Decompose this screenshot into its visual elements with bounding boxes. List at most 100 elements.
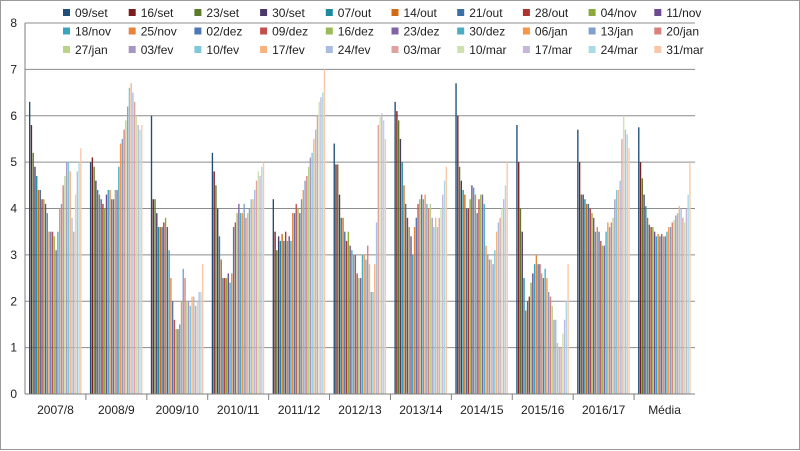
bar [638, 127, 640, 394]
legend-swatch [194, 46, 202, 53]
bar [624, 129, 627, 394]
x-tick-label: Média [648, 403, 681, 417]
bar [335, 164, 337, 394]
bar [555, 319, 557, 394]
bar [436, 227, 439, 394]
legend-swatch [654, 9, 662, 16]
bar [193, 296, 195, 394]
bar [607, 222, 609, 394]
bar [279, 240, 282, 394]
legend-item: 09/dez [260, 25, 308, 39]
bar [382, 120, 385, 394]
bar [184, 278, 186, 394]
bar [220, 259, 222, 394]
legend-item: 10/mar [457, 43, 507, 57]
bar [539, 264, 541, 394]
bar [293, 213, 296, 394]
y-tick-label: 0 [10, 387, 17, 401]
bar [211, 152, 214, 394]
bar [394, 101, 396, 394]
legend-swatch [457, 9, 465, 16]
bar [340, 217, 342, 394]
bar [525, 310, 527, 394]
bar [675, 215, 677, 394]
bar [347, 231, 350, 394]
bar [518, 162, 520, 395]
bar [464, 194, 466, 394]
bar [227, 273, 229, 394]
bar [653, 231, 656, 394]
bar [502, 199, 505, 394]
bar [187, 301, 190, 394]
bar [594, 231, 597, 394]
bar [406, 217, 409, 394]
legend-label: 09/dez [272, 25, 308, 39]
bar [685, 208, 688, 394]
bar [236, 213, 238, 394]
bar [478, 199, 480, 394]
legend-item: 07/out [325, 6, 372, 20]
bar [526, 301, 529, 394]
legend-swatch [325, 46, 333, 53]
bar [252, 199, 254, 394]
bar [96, 189, 99, 394]
bar [639, 162, 642, 395]
legend-label: 06/jan [535, 25, 568, 39]
bar [241, 213, 244, 394]
bar [261, 166, 263, 394]
bar [309, 157, 312, 394]
bar [62, 185, 64, 394]
bar [257, 171, 259, 394]
bar [224, 278, 226, 394]
bar [34, 166, 36, 394]
y-tick-label: 6 [10, 109, 17, 123]
bar [403, 185, 405, 394]
bar [621, 138, 623, 394]
bar [248, 208, 251, 394]
bar [427, 208, 430, 394]
legend-swatch [194, 27, 202, 35]
bar [530, 282, 532, 394]
bar [333, 143, 335, 394]
legend-item: 21/out [457, 6, 503, 20]
bar [150, 115, 153, 394]
bar [360, 278, 362, 394]
bar [283, 240, 285, 394]
bar [415, 217, 417, 394]
bar [215, 185, 217, 394]
legend-item: 17/mar [522, 43, 572, 57]
y-tick-label: 4 [10, 202, 17, 216]
legend-item: 10/fev [194, 43, 239, 57]
bar [50, 231, 52, 394]
bar [89, 162, 92, 395]
bar [93, 166, 95, 394]
bar [177, 329, 179, 394]
bar [41, 199, 43, 394]
bar [687, 194, 689, 394]
legend-item: 13/jan [588, 25, 633, 39]
bar [600, 240, 602, 394]
legend-label: 17/mar [535, 43, 572, 57]
bar [584, 199, 586, 394]
bar [521, 231, 523, 394]
bar [161, 227, 163, 394]
bar [186, 301, 188, 394]
legend-item: 06/jan [522, 25, 568, 39]
bar [429, 203, 432, 394]
legend-label: 02/dez [206, 25, 242, 39]
bar [365, 259, 367, 394]
bar [276, 250, 278, 394]
bar [288, 236, 290, 394]
bar [377, 125, 379, 394]
bar [397, 120, 400, 394]
bar [102, 203, 104, 394]
legend-item: 03/fev [128, 43, 173, 57]
legend-item: 04/nov [588, 6, 637, 20]
legend-swatch [194, 9, 202, 16]
bar [455, 83, 457, 394]
bar [580, 194, 583, 394]
x-tick-label: 2012/13 [338, 403, 382, 417]
x-tick-label: 2008/9 [98, 403, 135, 417]
bar [457, 115, 459, 394]
bar [134, 101, 136, 394]
